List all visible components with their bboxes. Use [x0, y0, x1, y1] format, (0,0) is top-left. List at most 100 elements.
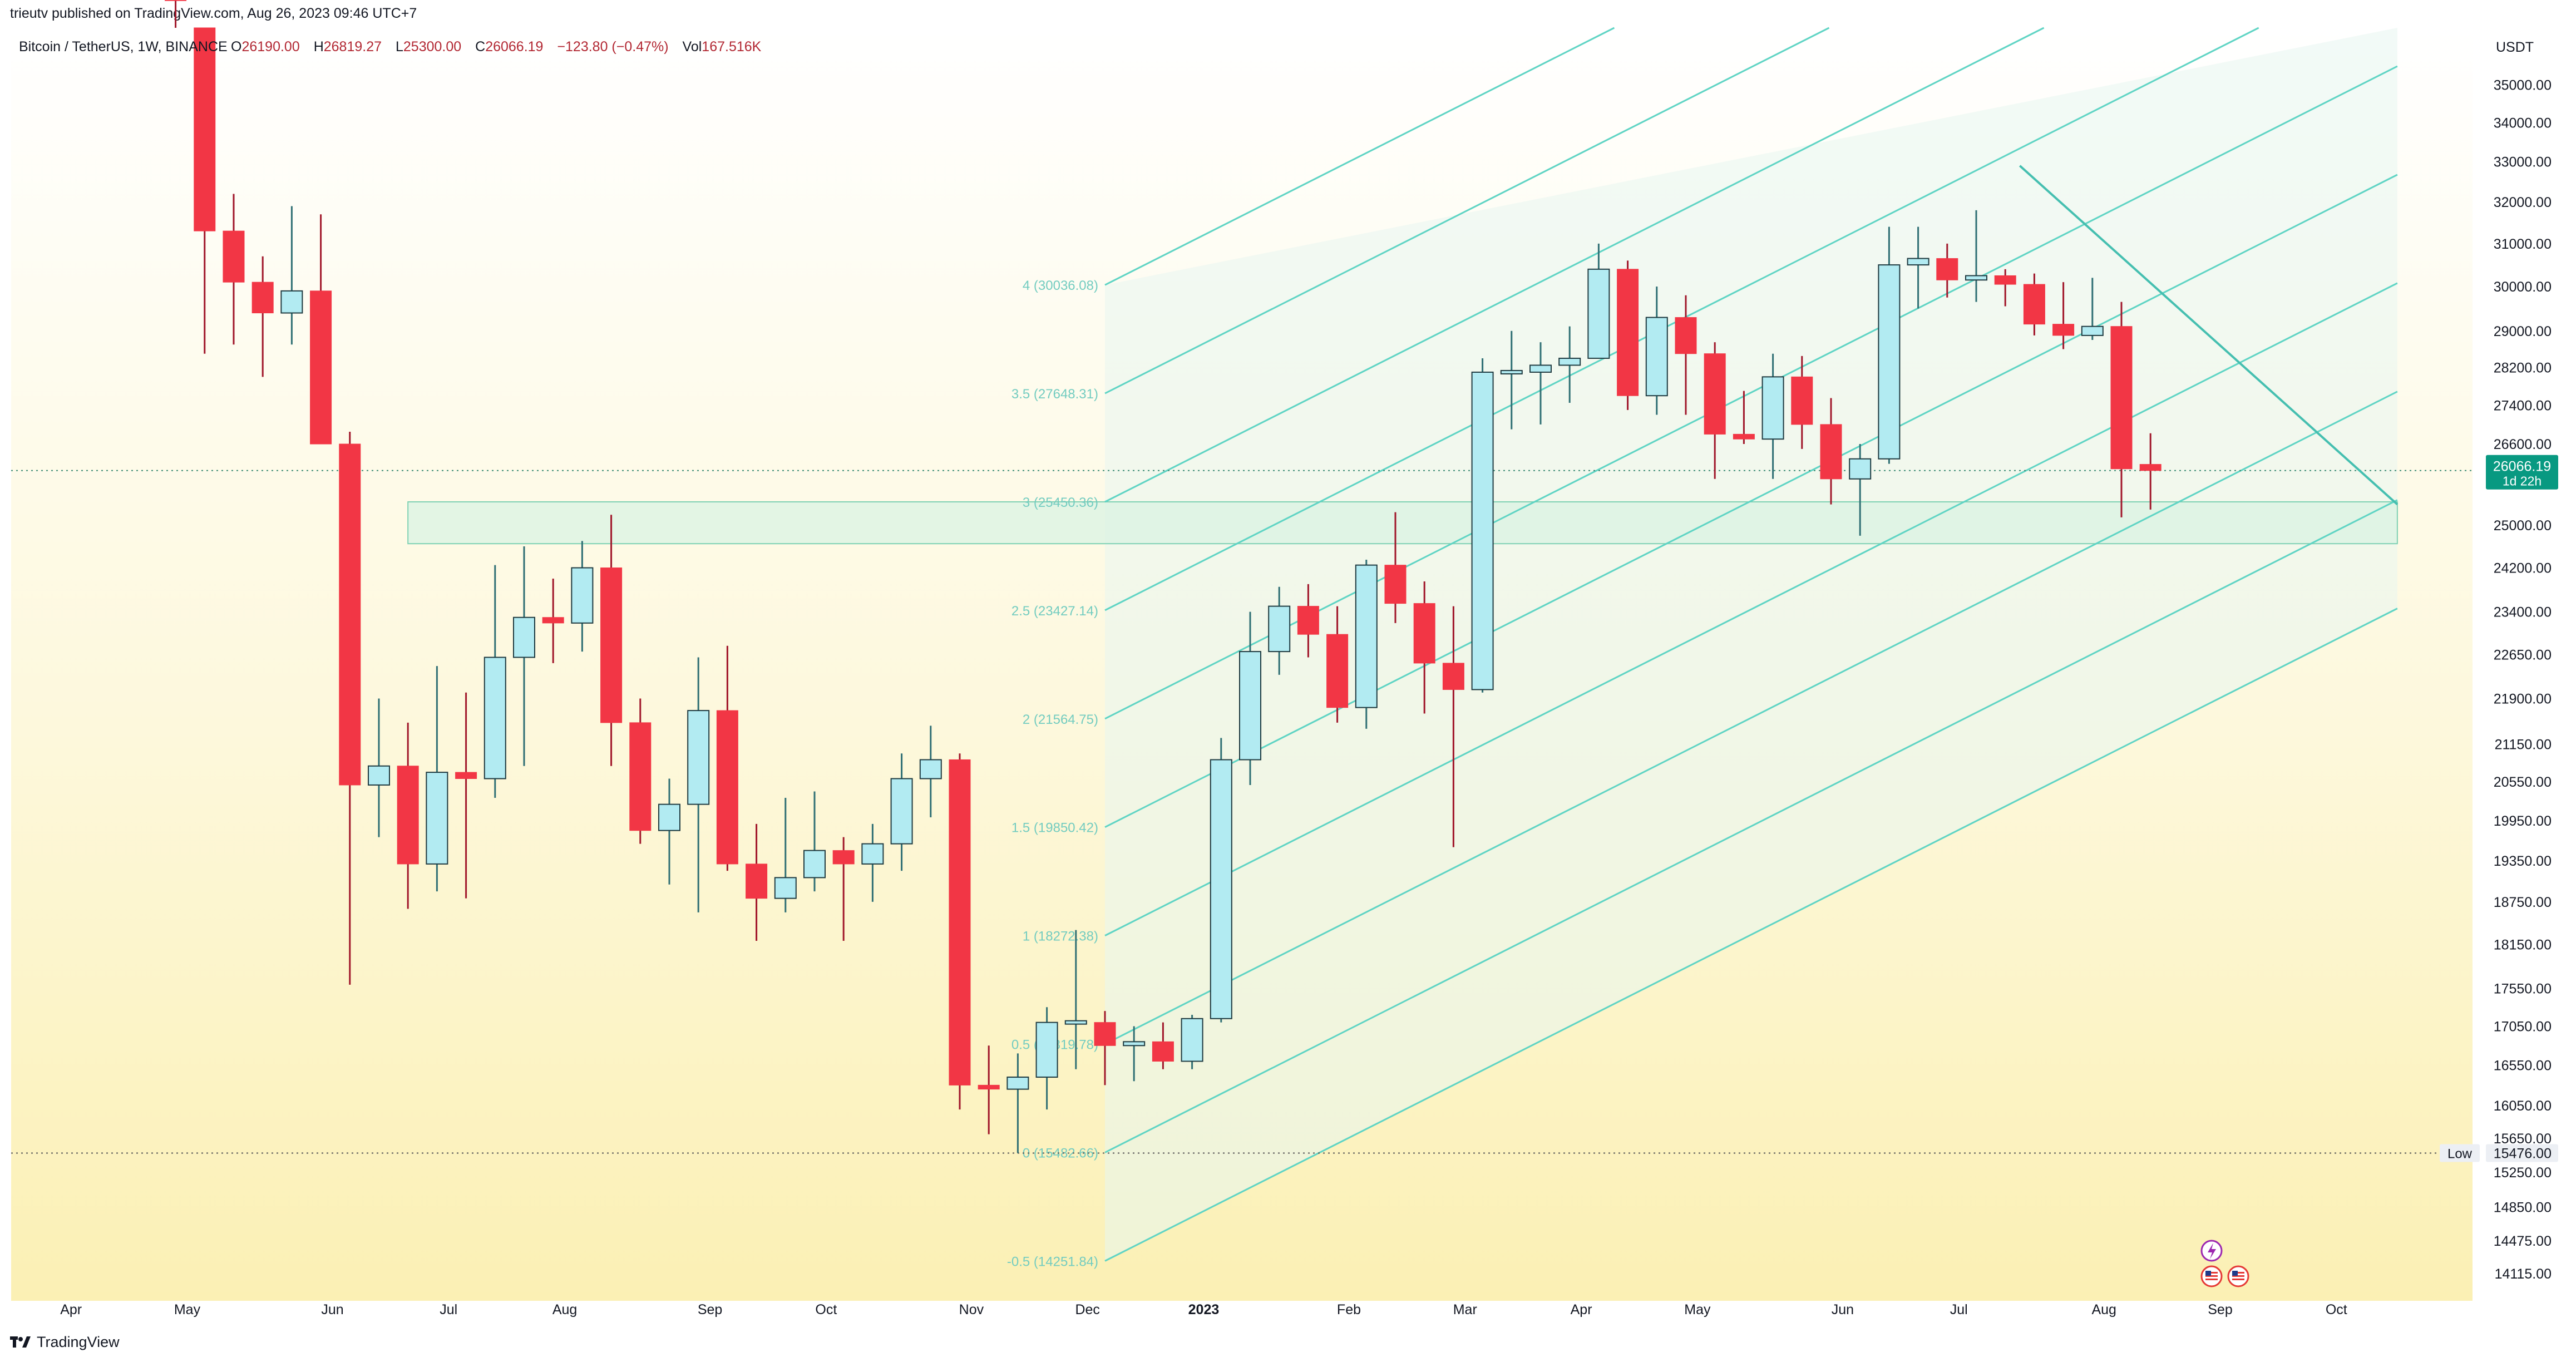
candle[interactable]	[949, 753, 971, 1110]
candle[interactable]	[1471, 358, 1494, 693]
candle[interactable]	[1326, 606, 1349, 723]
candle[interactable]	[280, 206, 303, 345]
candle[interactable]	[600, 515, 623, 766]
candle[interactable]	[571, 541, 594, 652]
candle[interactable]	[1035, 1007, 1058, 1110]
candle-body	[716, 710, 738, 865]
candle[interactable]	[1791, 356, 1813, 449]
current-price-badge[interactable]	[2486, 455, 2558, 490]
candle[interactable]	[2052, 282, 2075, 349]
candle[interactable]	[746, 823, 768, 941]
fib-level-line[interactable]	[1104, 391, 2398, 1045]
candle[interactable]	[194, 27, 216, 354]
candle[interactable]	[1704, 342, 1726, 479]
candle[interactable]	[774, 798, 797, 912]
candle[interactable]	[629, 698, 652, 844]
candle[interactable]	[861, 823, 884, 902]
candle[interactable]	[1849, 444, 1872, 536]
candle[interactable]	[1965, 210, 1987, 302]
candle[interactable]	[223, 194, 245, 345]
candle[interactable]	[165, 0, 187, 28]
candle[interactable]	[1268, 586, 1291, 675]
candle[interactable]	[1239, 611, 1261, 785]
candle[interactable]	[1820, 398, 1842, 505]
fib-level-label: 2.5 (23427.14)	[1011, 604, 1098, 619]
time-axis[interactable]: Apr May Jun Jul Aug Sep Oct Nov Dec 2023 Feb Mar Apr…	[60, 1302, 2347, 1317]
candle[interactable]	[1761, 353, 1784, 479]
candle[interactable]	[1936, 243, 1958, 298]
candle[interactable]	[978, 1045, 1000, 1134]
candle-body	[1471, 371, 1494, 690]
us-flag-event-icon[interactable]	[2200, 1265, 2223, 1287]
candle[interactable]	[716, 645, 738, 871]
candle[interactable]	[339, 432, 361, 985]
fib-level-line[interactable]	[1104, 27, 1615, 286]
candle[interactable]	[1152, 1022, 1174, 1069]
candle[interactable]	[1297, 584, 1319, 658]
candle[interactable]	[1878, 226, 1901, 464]
candle[interactable]	[1064, 930, 1087, 1069]
candle[interactable]	[251, 256, 274, 377]
candle[interactable]	[803, 791, 826, 892]
candle[interactable]	[1733, 391, 1755, 445]
candle[interactable]	[1181, 1014, 1203, 1069]
candle[interactable]	[1529, 342, 1552, 425]
fib-level-line[interactable]	[1104, 27, 1830, 394]
price-tick-label: 22650.00	[2494, 647, 2552, 663]
candle[interactable]	[513, 546, 535, 766]
candle[interactable]	[1094, 1011, 1116, 1085]
candles[interactable]	[165, 0, 2162, 1153]
fib-level-line[interactable]	[1104, 27, 2045, 503]
candle[interactable]	[1558, 326, 1581, 403]
candle-body	[1326, 634, 1349, 708]
candle[interactable]	[1210, 738, 1232, 1023]
candle[interactable]	[1645, 286, 1668, 415]
candle[interactable]	[832, 837, 855, 941]
candle[interactable]	[1587, 243, 1610, 359]
time-tick-label: Apr	[1571, 1302, 1592, 1317]
price-tick-label: 35000.00	[2494, 77, 2552, 93]
candle[interactable]	[1006, 1053, 1029, 1153]
candle[interactable]	[1123, 1026, 1146, 1082]
candle[interactable]	[1994, 269, 2016, 307]
candle[interactable]	[2023, 273, 2045, 335]
candle[interactable]	[1442, 606, 1464, 847]
candle[interactable]	[1413, 581, 1435, 714]
candle[interactable]	[919, 726, 942, 818]
candle[interactable]	[2081, 278, 2104, 340]
candle[interactable]	[397, 722, 419, 909]
candle[interactable]	[1355, 559, 1378, 729]
candle[interactable]	[542, 579, 564, 663]
candle[interactable]	[310, 214, 332, 445]
resistance-zone[interactable]	[407, 501, 2398, 545]
lightning-event-icon[interactable]	[2200, 1240, 2223, 1262]
candle[interactable]	[1907, 226, 1929, 309]
fib-level-line[interactable]	[1104, 174, 2398, 828]
fib-channel[interactable]: -0.5 (14251.84)0 (15482.66)0.5 (16819.78…	[1007, 27, 2398, 1269]
fib-level-line[interactable]	[1104, 282, 2398, 936]
candle[interactable]	[426, 666, 448, 892]
candle[interactable]	[1617, 260, 1639, 410]
candle[interactable]	[687, 657, 710, 912]
candle[interactable]	[658, 778, 680, 885]
candle[interactable]	[2110, 302, 2133, 517]
fib-level-line[interactable]	[1104, 608, 2398, 1262]
event-markers[interactable]	[2200, 1240, 2249, 1287]
candle[interactable]	[1384, 512, 1407, 623]
trendline-layer[interactable]	[2019, 165, 2399, 506]
candle[interactable]	[1675, 295, 1697, 415]
price-axis[interactable]: USDT 35000.00 34000.00 33000.00 32000.00 310…	[2440, 28, 2576, 1307]
time-tick-label: Apr	[60, 1302, 82, 1317]
tradingview-brand[interactable]: TradingView	[10, 1331, 120, 1353]
fib-level-line[interactable]	[1104, 499, 2398, 1153]
candle[interactable]	[2139, 433, 2162, 510]
candle[interactable]	[1500, 330, 1523, 430]
candle[interactable]	[483, 565, 506, 798]
candle[interactable]	[455, 692, 477, 899]
candle[interactable]	[368, 698, 390, 837]
fib-level-line[interactable]	[1104, 65, 2398, 720]
downtrend-line[interactable]	[2019, 165, 2399, 506]
candle[interactable]	[890, 753, 913, 871]
us-flag-event-icon[interactable]	[2227, 1265, 2249, 1287]
